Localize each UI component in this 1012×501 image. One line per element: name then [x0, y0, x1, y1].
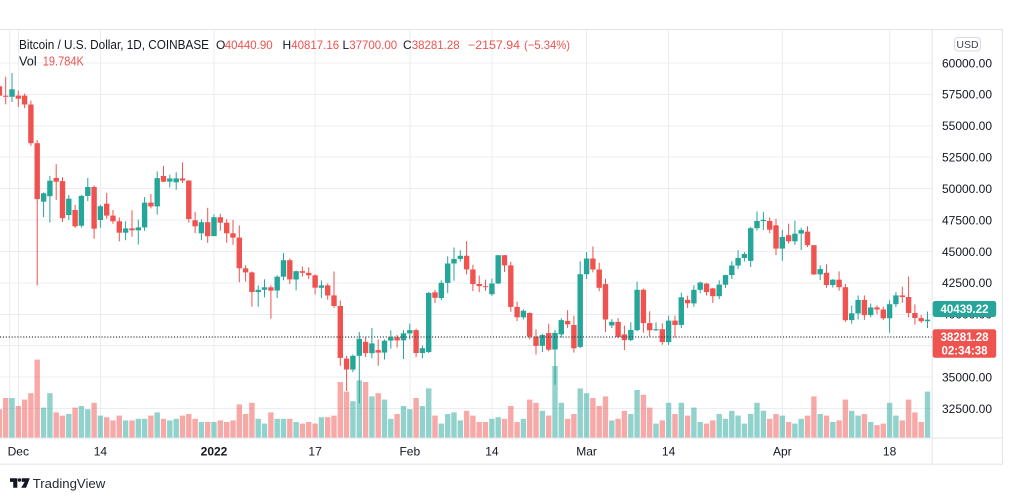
svg-text:60000.00: 60000.00 — [942, 56, 992, 70]
svg-text:18: 18 — [883, 445, 897, 459]
svg-text:02:34:38: 02:34:38 — [941, 346, 988, 358]
svg-text:H: H — [283, 38, 292, 52]
svg-text:2022: 2022 — [201, 445, 228, 459]
svg-text:14: 14 — [662, 445, 676, 459]
svg-text:Mar: Mar — [576, 445, 597, 459]
svg-text:40440.90: 40440.90 — [225, 38, 273, 52]
svg-text:19.784K: 19.784K — [43, 54, 84, 68]
svg-text:Bitcoin / U.S. Dollar, 1D, COI: Bitcoin / U.S. Dollar, 1D, COINBASE — [19, 37, 209, 52]
svg-text:38281.28: 38281.28 — [412, 38, 460, 52]
svg-text:17: 17 — [308, 445, 322, 459]
svg-text:O: O — [216, 38, 225, 52]
svg-text:C: C — [403, 38, 412, 52]
svg-text:57500.00: 57500.00 — [942, 88, 992, 102]
svg-text:45000.00: 45000.00 — [942, 245, 992, 259]
svg-text:40439.22: 40439.22 — [941, 304, 989, 316]
svg-text:(−5.34%): (−5.34%) — [524, 38, 570, 52]
svg-text:55000.00: 55000.00 — [942, 119, 992, 133]
svg-text:Vol: Vol — [19, 54, 37, 68]
svg-text:38281.28: 38281.28 — [941, 332, 990, 344]
svg-text:14: 14 — [485, 445, 499, 459]
svg-text:40817.16: 40817.16 — [291, 38, 339, 52]
svg-text:52500.00: 52500.00 — [942, 151, 992, 165]
svg-text:50000.00: 50000.00 — [942, 182, 992, 196]
svg-text:−2157.94: −2157.94 — [468, 38, 520, 52]
svg-text:USD: USD — [956, 39, 979, 51]
svg-text:L: L — [343, 38, 350, 52]
svg-text:35000.00: 35000.00 — [942, 371, 992, 385]
svg-text:Dec: Dec — [8, 445, 29, 459]
svg-text:37700.00: 37700.00 — [349, 38, 397, 52]
svg-text:Apr: Apr — [773, 445, 792, 459]
svg-text:TradingView: TradingView — [33, 476, 106, 491]
svg-text:14: 14 — [94, 445, 108, 459]
svg-text:32500.00: 32500.00 — [942, 402, 992, 416]
svg-text:47500.00: 47500.00 — [942, 213, 992, 227]
svg-text:42500.00: 42500.00 — [942, 276, 992, 290]
svg-text:Feb: Feb — [399, 445, 420, 459]
